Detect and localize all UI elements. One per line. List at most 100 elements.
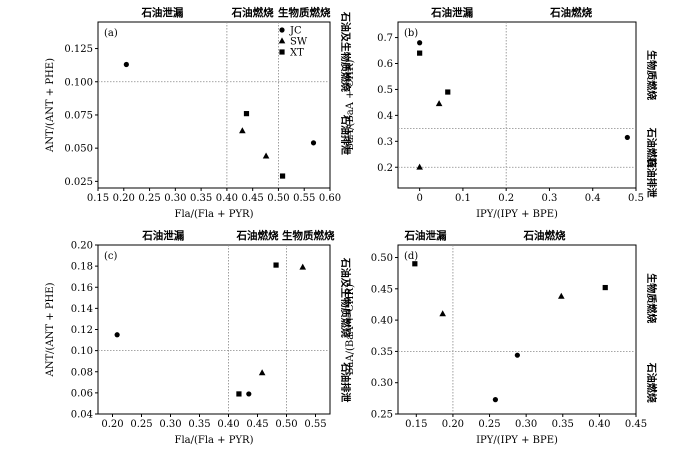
x-tick-label: 0.40: [588, 419, 610, 430]
y-axis-label: BaA/(BaA + CHR): [345, 59, 356, 150]
data-point-xt: [236, 391, 242, 397]
region-label-top: 石油泄漏: [430, 6, 473, 19]
y-tick-label: 0.10: [71, 346, 93, 357]
region-label-top: 石油燃烧: [236, 229, 279, 242]
x-tick-label: 0.20: [113, 193, 135, 204]
data-point-xt: [279, 173, 286, 179]
x-tick-label: 0.20: [101, 419, 123, 430]
region-label-right: 石油燃烧: [645, 362, 658, 403]
data-point-xt: [243, 111, 250, 117]
region-label-right: 石油及生物质燃烧: [339, 11, 352, 92]
data-point-sw: [439, 310, 446, 317]
data-point-jc: [246, 391, 252, 397]
x-tick-label: 0.15: [405, 419, 427, 430]
y-tick-label: 0.45: [371, 284, 393, 295]
x-tick-label: 0.35: [190, 193, 212, 204]
plot-frame: [97, 21, 331, 189]
x-tick-label: 0.4: [585, 193, 601, 204]
y-tick-label: 0.100: [64, 77, 93, 88]
data-point-sw: [416, 163, 423, 170]
x-tick-label: 0.30: [164, 193, 186, 204]
region-label-right: 生物质燃烧: [645, 273, 658, 323]
region-label-top: 石油燃烧: [522, 229, 565, 242]
y-tick-label: 0.20: [71, 241, 93, 252]
y-axis-label: BaA/(BaA + CHR): [345, 284, 356, 375]
data-point-sw: [262, 152, 270, 159]
y-tick-label: 0.08: [71, 367, 93, 378]
legend-entry-label: XT: [290, 48, 304, 59]
x-tick-label: 0.35: [552, 419, 574, 430]
x-tick-label: 0.3: [542, 193, 558, 204]
data-point-sw: [435, 100, 443, 107]
y-tick-label: 0.4: [377, 111, 393, 122]
x-tick-label: 0.15: [87, 193, 109, 204]
x-tick-label: 0.20: [442, 419, 464, 430]
x-tick-label: 0.45: [625, 419, 647, 430]
data-point-jc: [310, 140, 317, 146]
x-tick-label: 0.1: [455, 193, 471, 204]
legend-entry-label: SW: [290, 37, 308, 48]
x-tick-label: 0.40: [216, 193, 238, 204]
x-tick-label: 0.45: [242, 193, 264, 204]
y-tick-label: 0.18: [71, 262, 93, 273]
region-label-top: 生物质燃烧: [282, 229, 335, 242]
region-label-top: 石油泄漏: [140, 6, 183, 19]
panel-a: 0.15 0.20 0.25 0.30 0.35 0.40 0.45 0.50 0.55 0.60…: [45, 6, 352, 220]
region-label-top: 石油泄漏: [403, 229, 446, 242]
y-tick-label: 0.125: [64, 44, 93, 55]
data-point-sw: [258, 369, 266, 376]
data-point-jc: [492, 397, 498, 403]
region-label-right: 石油排泄: [339, 361, 352, 402]
data-point-xt: [445, 89, 451, 95]
x-tick-label: 0.55: [293, 193, 315, 204]
data-point-jc: [114, 332, 120, 338]
data-point-jc: [514, 352, 520, 358]
x-tick-label: 0.50: [275, 419, 297, 430]
y-tick-label: 0.16: [71, 283, 93, 294]
data-point-xt: [412, 261, 418, 267]
x-tick-label: 0.60: [319, 193, 341, 204]
y-tick-label: 0.35: [371, 347, 393, 358]
region-label-right: 石油排泄: [339, 114, 352, 155]
y-tick-label: 0.6: [377, 59, 393, 70]
x-tick-label: 0.2: [498, 193, 514, 204]
panel-c: 0.20 0.25 0.30 0.35 0.40 0.45 0.50 0.55 0.04 0.06…: [45, 229, 352, 446]
x-tick-label: 0.50: [267, 193, 289, 204]
x-tick-label: 0.45: [246, 419, 268, 430]
data-point-xt: [602, 284, 608, 291]
y-tick-label: 0.025: [64, 177, 93, 188]
plot-frame: [97, 244, 331, 415]
y-tick-label: 0.3: [377, 137, 393, 148]
plot-frame: [397, 21, 637, 189]
x-tick-label: 0: [416, 193, 422, 204]
data-point-xt: [273, 262, 279, 268]
y-tick-label: 0.40: [371, 316, 393, 327]
data-point-sw: [239, 127, 246, 134]
x-axis-label: Fla/(Fla + PYR): [175, 435, 254, 446]
region-label-top: 石油燃烧: [549, 6, 592, 19]
region-label-right: 生物质燃烧: [645, 50, 658, 100]
panel-b: 0 0.1 0.2 0.3 0.4 0.5 0.2 0.3 0.4 0.5 0.6 0.7 IPY/(I…: [345, 6, 658, 220]
x-tick-label: 0.35: [188, 419, 210, 430]
data-point-jc: [123, 61, 129, 68]
x-tick-label: 0.55: [304, 419, 326, 430]
panel-d: 0.15 0.20 0.25 0.30 0.35 0.40 0.45 0.25 0.30 0.35…: [345, 229, 658, 446]
legend-marker-triangle: [278, 37, 286, 44]
y-tick-label: 0.06: [71, 388, 93, 399]
y-tick-label: 0.04: [71, 410, 93, 421]
region-label-top: 生物质燃烧: [278, 6, 331, 19]
panel-label: (c): [104, 251, 118, 262]
data-point-jc: [624, 134, 630, 141]
region-label-right: 石油排泄: [645, 157, 658, 198]
x-tick-label: 0.25: [138, 193, 160, 204]
region-label-right: 石油燃烧: [645, 127, 658, 168]
legend-marker-circle: [279, 27, 285, 33]
panel-label: (d): [404, 251, 418, 262]
y-tick-label: 0.12: [71, 325, 93, 336]
data-point-jc: [417, 40, 423, 46]
region-label-right: 石油及生物质燃烧: [339, 257, 352, 338]
x-tick-label: 0.30: [159, 419, 181, 430]
x-axis-label: IPY/(IPY + BPE): [476, 209, 558, 220]
